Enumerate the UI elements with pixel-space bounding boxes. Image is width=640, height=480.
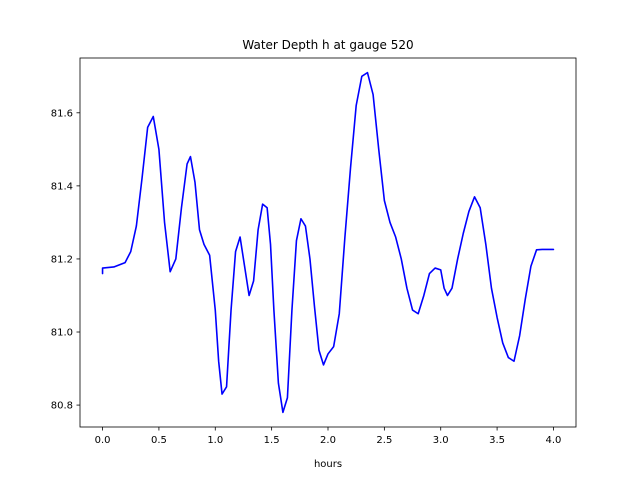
plot-area: 0.0 0.5 1.0 1.5 2.0 2.5 3.0 3.5 4.0 80.8 81.0 81.2 8… — [51, 57, 577, 446]
x-tick-label: 4.0 — [546, 435, 562, 446]
x-tick-label: 2.0 — [320, 435, 336, 446]
y-tick-label: 80.8 — [51, 401, 73, 412]
y-tick-label: 81.0 — [51, 328, 73, 339]
y-tick-label: 81.6 — [51, 108, 73, 119]
x-tick-label: 1.0 — [207, 435, 223, 446]
y-tick-label: 81.4 — [51, 181, 73, 192]
chart-title: Water Depth h at gauge 520 — [242, 38, 413, 52]
x-tick-label: 3.5 — [489, 435, 505, 446]
x-tick-label: 3.0 — [433, 435, 449, 446]
x-tick-label: 1.5 — [264, 435, 280, 446]
x-tick-label: 0.0 — [95, 435, 111, 446]
x-axis-label: hours — [314, 459, 342, 470]
y-tick-label: 81.2 — [51, 254, 73, 265]
x-tick-label: 0.5 — [151, 435, 167, 446]
series-line-0 — [101, 71, 555, 414]
x-tick-label: 2.5 — [376, 435, 392, 446]
